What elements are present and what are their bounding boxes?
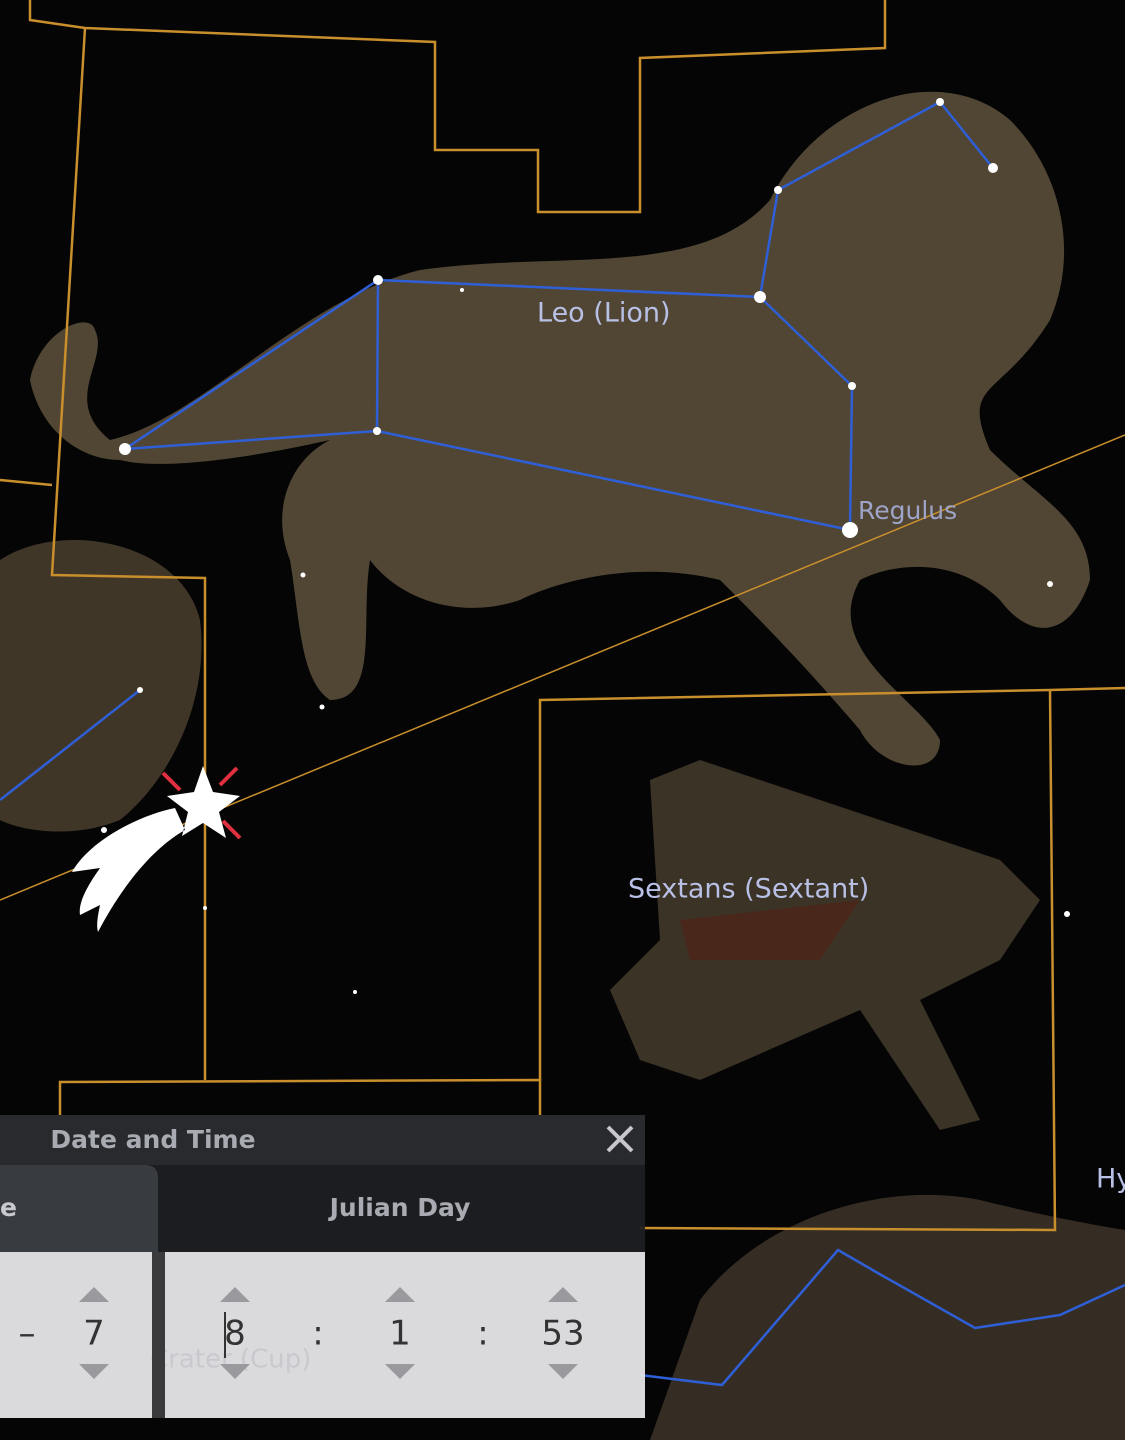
- star-label: Regulus: [858, 496, 957, 525]
- dialog-title: Date and Time: [50, 1125, 255, 1154]
- separator-text: :: [312, 1314, 323, 1354]
- tab-label[interactable]: e: [0, 1193, 17, 1222]
- spin-value[interactable]: 53: [541, 1314, 584, 1354]
- constellation-label: Sextans (Sextant): [628, 874, 869, 905]
- spin-value[interactable]: 7: [83, 1314, 105, 1354]
- separator: [152, 1252, 165, 1418]
- tab-label[interactable]: Julian Day: [328, 1193, 471, 1222]
- separator-text: –: [19, 1314, 36, 1354]
- tab-date[interactable]: [0, 1165, 158, 1252]
- spin-value[interactable]: 1: [389, 1314, 411, 1354]
- date-time-dialog: Date and Time e Julian Day Crater (Cup) …: [0, 1115, 645, 1418]
- constellation-label: Leo (Lion): [537, 298, 671, 329]
- stellarium-view: Leo (Lion) Regulus Sextans (Sextant) Hy …: [0, 0, 1125, 1440]
- separator-text: :: [477, 1314, 488, 1354]
- spin-value[interactable]: 8: [224, 1314, 246, 1354]
- constellation-label: Hy: [1096, 1164, 1125, 1195]
